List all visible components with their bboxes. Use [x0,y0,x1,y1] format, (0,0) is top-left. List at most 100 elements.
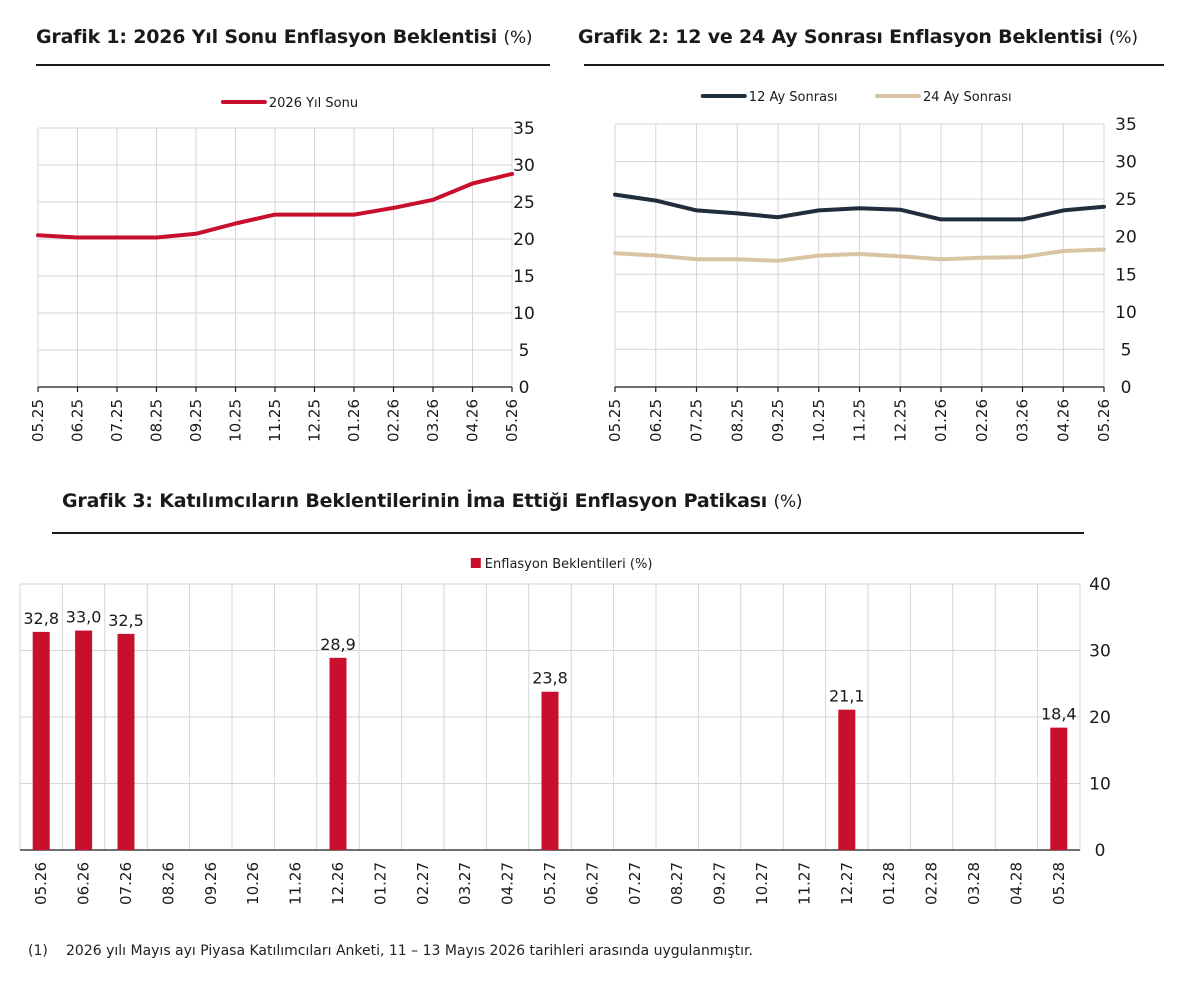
chart2-xtick-label: 12.25 [891,399,909,442]
chart3-plot: 0 10 20 30 40 05.26 06.26 07.26 08.26 09.26 10.26 1… [19,557,1111,905]
chart3-ytick-label: 40 [1089,575,1111,595]
chart2-legend-label: 12 Ay Sonrası [749,90,838,105]
chart3-xtick-label: 11.27 [795,862,813,905]
chart1-series-line [36,171,514,240]
chart2-legend-label: 24 Ay Sonrası [923,90,1012,105]
chart1-plot: 0 5 10 15 20 25 30 35 05.25 06.25 07.25 08.25 09.25 1… [29,96,535,442]
chart1-ytick-label: 15 [513,267,535,287]
chart3-bar [75,630,93,850]
chart2-xtick-label: 10.25 [810,399,828,442]
chart3-xtick-label: 11.26 [287,862,305,905]
chart3-xtick-label: 02.27 [414,862,432,905]
chart3-data-label: 18,4 [1041,705,1077,724]
chart3-ytick-label: 10 [1089,775,1111,795]
chart2-xtick-label: 07.25 [688,399,706,442]
chart3-xtick-label: 05.27 [541,862,559,905]
footnote-number: (1) [28,943,48,959]
chart1-ytick-label: 30 [513,156,535,176]
chart1-ytick-label: 0 [519,378,530,398]
chart3-xtick-label: 09.27 [711,862,729,905]
chart1-title-text: Grafik 1: 2026 Yıl Sonu Enflasyon Beklen… [36,26,498,48]
chart1-xtick-label: 04.26 [464,399,482,442]
chart1-xtick-label: 07.25 [108,399,126,442]
chart3-bar [329,657,347,850]
chart3-ytick-label: 0 [1095,841,1106,861]
chart1-xtick-label: 08.25 [148,399,166,442]
chart1-ytick-label: 35 [513,119,535,139]
chart3-xtick-label: 05.28 [1050,862,1068,905]
chart2-ytick-label: 5 [1121,340,1132,360]
chart2-xtick-label: 03.26 [1014,399,1032,442]
chart3-xtick-label: 02.28 [923,862,941,905]
chart2-xtick-label: 09.25 [769,399,787,442]
chart3-xtick-label: 10.26 [244,862,262,905]
chart2-title-unit: (%) [1108,28,1138,48]
chart1-ytick-label: 20 [513,230,535,250]
chart1-xtick-label: 05.25 [29,399,47,442]
chart3-bar [838,709,856,850]
chart1-xtick-label: 10.25 [227,399,245,442]
chart1-title: Grafik 1: 2026 Yıl Sonu Enflasyon Beklen… [36,26,533,48]
chart1-legend-label: 2026 Yıl Sonu [269,96,358,111]
chart2-series-line [613,192,1106,222]
chart2-ytick-label: 10 [1115,303,1137,323]
chart2-ytick-label: 15 [1115,265,1137,285]
chart3-title-unit: (%) [773,492,803,512]
footnote-text: 2026 yılı Mayıs ayı Piyasa Katılımcıları… [66,943,753,959]
chart1-grid [37,127,513,388]
chart3-xtick-label: 05.26 [32,862,50,905]
chart1-xtick-label: 05.26 [503,399,521,442]
chart3-title-rule [52,532,1084,534]
chart3-xtick-label: 08.26 [159,862,177,905]
chart3-xtick-label: 04.28 [1007,862,1025,905]
chart3-xtick-label: 07.27 [626,862,644,905]
chart3-xtick-label: 03.28 [965,862,983,905]
chart3-xtick-label: 07.26 [117,862,135,905]
chart2-xtick-label: 02.26 [973,399,991,442]
chart3-bar [32,631,50,850]
footnote: (1) 2026 yılı Mayıs ayı Piyasa Katılımcıl… [28,943,753,959]
chart3-xtick-label: 04.27 [499,862,517,905]
chart2-xtick-label: 05.25 [606,399,624,442]
chart1-xtick-label: 09.25 [187,399,205,442]
chart3-xtick-label: 03.27 [456,862,474,905]
chart1-xtick-label: 01.26 [345,399,363,442]
chart1-ytick-label: 5 [519,341,530,361]
chart3-xtick-label: 10.27 [753,862,771,905]
chart3-xtick-label: 01.28 [880,862,898,905]
chart3-bar [117,633,135,850]
chart3-ytick-label: 20 [1089,708,1111,728]
chart1-legend: 2026 Yıl Sonu [220,96,358,111]
chart2-xtick-label: 11.25 [851,399,869,442]
chart2-xtick-label: 06.25 [647,399,665,442]
chart3-data-label: 33,0 [66,608,102,627]
chart1-ytick-label: 10 [513,304,535,324]
chart1-title-unit: (%) [503,28,533,48]
chart1-title-rule [36,64,550,66]
chart3-data-label: 32,8 [23,609,59,628]
chart3-title: Grafik 3: Katılımcıların Beklentilerinin… [62,490,803,512]
chart2-xtick-label: 05.26 [1095,399,1113,442]
chart1-xtick-label: 03.26 [424,399,442,442]
chart3-title-text: Grafik 3: Katılımcıların Beklentilerinin… [62,490,768,512]
chart2-plot: 0 5 10 15 20 25 30 35 05.25 06.25 07.25 08.25 09.25 1… [606,90,1137,442]
chart2-title-text: Grafik 2: 12 ve 24 Ay Sonrası Enflasyon … [578,26,1103,48]
chart3-data-label: 23,8 [532,669,568,688]
chart3-ytick-label: 30 [1089,642,1111,662]
chart3-data-label: 28,9 [320,635,356,654]
chart2-series-line [613,247,1106,263]
chart3-xtick-label: 12.26 [329,862,347,905]
chart1-xtick-label: 06.25 [69,399,87,442]
chart3-data-label: 32,5 [108,611,144,630]
chart1-xtick-label: 11.25 [266,399,284,442]
chart2-xtick-label: 08.25 [728,399,746,442]
chart3-xtick-label: 06.27 [583,862,601,905]
chart3-bar [1050,727,1068,850]
chart3-legend: Enflasyon Beklentileri (%) [470,557,653,572]
chart2-ytick-label: 0 [1121,378,1132,398]
chart3-legend-label: Enflasyon Beklentileri (%) [485,557,653,572]
chart1-ytick-label: 25 [513,193,535,213]
chart3-xtick-label: 06.26 [75,862,93,905]
chart2-ytick-label: 20 [1115,228,1137,248]
